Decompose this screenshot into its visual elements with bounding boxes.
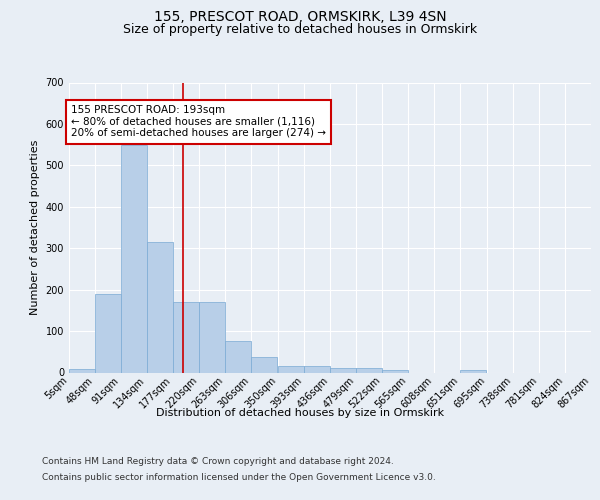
Y-axis label: Number of detached properties: Number of detached properties xyxy=(30,140,40,315)
Bar xyxy=(225,342,251,372)
Bar xyxy=(278,366,304,372)
Bar xyxy=(147,242,173,372)
Bar xyxy=(121,146,147,372)
Bar xyxy=(460,370,486,372)
Text: 155, PRESCOT ROAD, ORMSKIRK, L39 4SN: 155, PRESCOT ROAD, ORMSKIRK, L39 4SN xyxy=(154,10,446,24)
Text: 155 PRESCOT ROAD: 193sqm
← 80% of detached houses are smaller (1,116)
20% of sem: 155 PRESCOT ROAD: 193sqm ← 80% of detach… xyxy=(71,106,326,138)
Text: Size of property relative to detached houses in Ormskirk: Size of property relative to detached ho… xyxy=(123,22,477,36)
Bar xyxy=(251,357,277,372)
Text: Contains public sector information licensed under the Open Government Licence v3: Contains public sector information licen… xyxy=(42,472,436,482)
Bar xyxy=(69,369,95,372)
Bar xyxy=(382,370,408,372)
Bar xyxy=(95,294,121,372)
Text: Contains HM Land Registry data © Crown copyright and database right 2024.: Contains HM Land Registry data © Crown c… xyxy=(42,458,394,466)
Bar xyxy=(304,366,330,372)
Text: Distribution of detached houses by size in Ormskirk: Distribution of detached houses by size … xyxy=(156,408,444,418)
Bar xyxy=(199,302,225,372)
Bar xyxy=(356,368,382,372)
Bar xyxy=(173,302,199,372)
Bar xyxy=(330,368,356,372)
